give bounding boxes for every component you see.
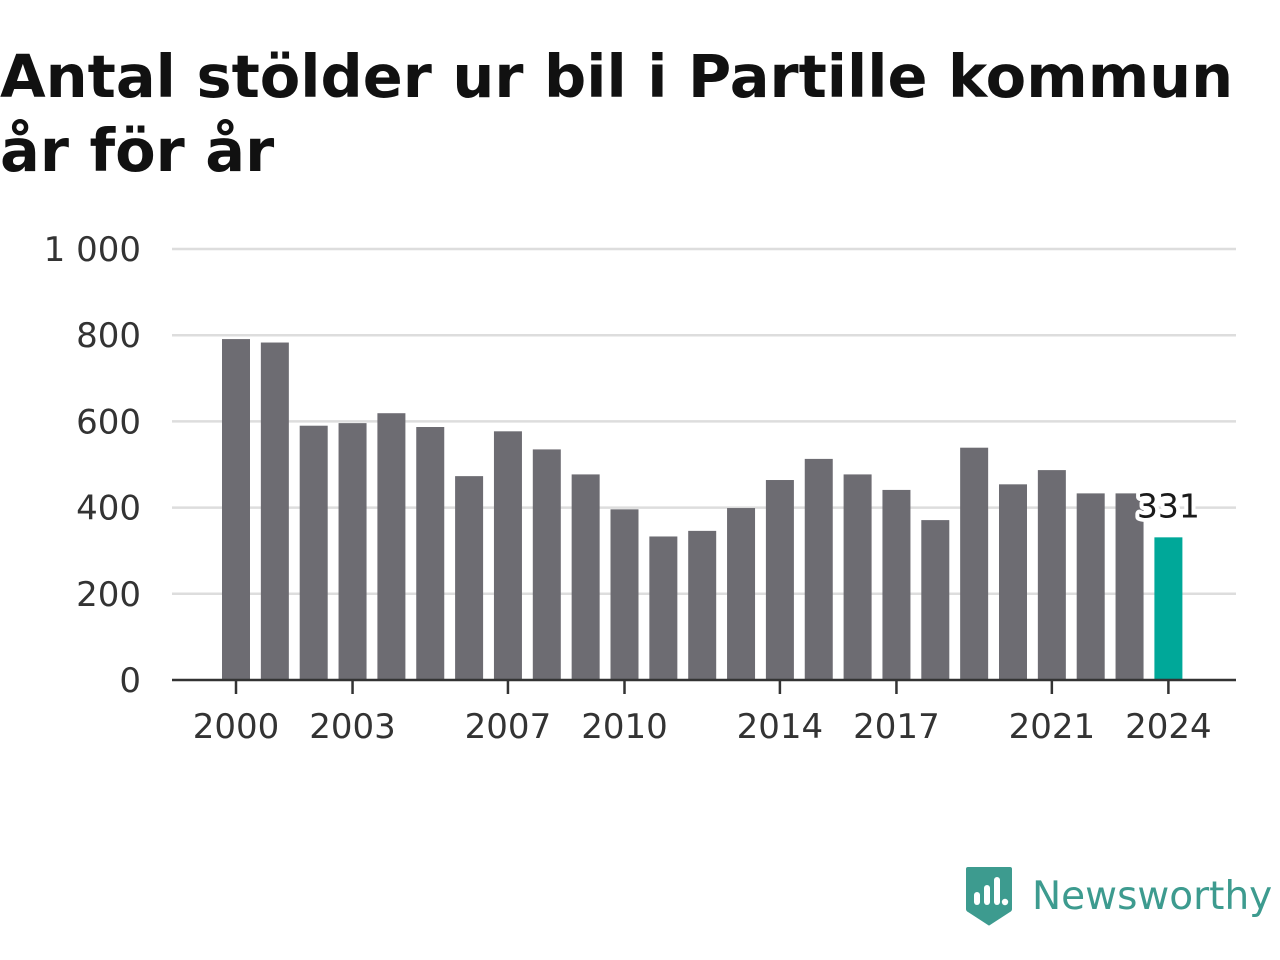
value-label-2024: 331 [1137,486,1200,525]
bar-2013 [727,508,756,680]
bar-2016 [843,474,872,680]
bar-2005 [416,427,445,680]
x-tick-label: 2024 [1125,707,1212,747]
value-label-halo: 331 [1137,486,1200,525]
axes [172,678,1236,694]
x-tick-label: 2003 [309,707,396,747]
y-tick-label: 800 [76,316,141,356]
bar-2008 [532,449,561,680]
bar-2007 [493,431,522,680]
bar-2011 [649,536,678,680]
newsworthy-logo-icon [966,867,1012,926]
bar-2009 [571,474,600,680]
bar-2003 [338,423,367,680]
bars [222,339,1183,680]
y-tick-label: 600 [76,402,141,442]
bar-2002 [299,425,328,680]
bar-2019 [960,447,989,680]
bar-2024 [1154,537,1183,680]
x-tick-label: 2014 [737,707,824,747]
bar-2020 [999,484,1027,680]
bar-2000 [222,339,250,680]
chart-title: Antal stölder ur bil i Partille kommun å… [0,42,1234,185]
brand-name: Newsworthy [1032,873,1273,919]
y-tick-label: 1 000 [44,230,141,270]
bar-2022 [1076,493,1105,680]
bar-2023 [1115,493,1144,680]
bar-2014 [765,480,794,680]
bar-2001 [260,342,289,680]
bar-2006 [455,476,484,680]
y-tick-label: 400 [76,489,141,529]
bar-2004 [377,413,406,680]
x-tick-label: 2010 [581,707,668,747]
brand: Newsworthy [964,864,1272,928]
x-tick-label: 2007 [465,707,552,747]
bar-2012 [688,530,717,680]
bar-2021 [1037,470,1066,680]
x-tick-label: 2000 [193,707,280,747]
y-tick-label: 0 [119,661,141,701]
bar-2015 [804,458,833,680]
x-tick-label: 2021 [1009,707,1096,747]
bar-2010 [610,509,639,680]
bar-2017 [882,489,911,680]
y-tick-label: 200 [76,575,141,615]
bar-2018 [921,520,950,680]
x-tick-label: 2017 [853,707,940,747]
labels: 0 200 400 600 800 1 000 2000 2003 2007 2010 2014 20… [44,230,1212,747]
